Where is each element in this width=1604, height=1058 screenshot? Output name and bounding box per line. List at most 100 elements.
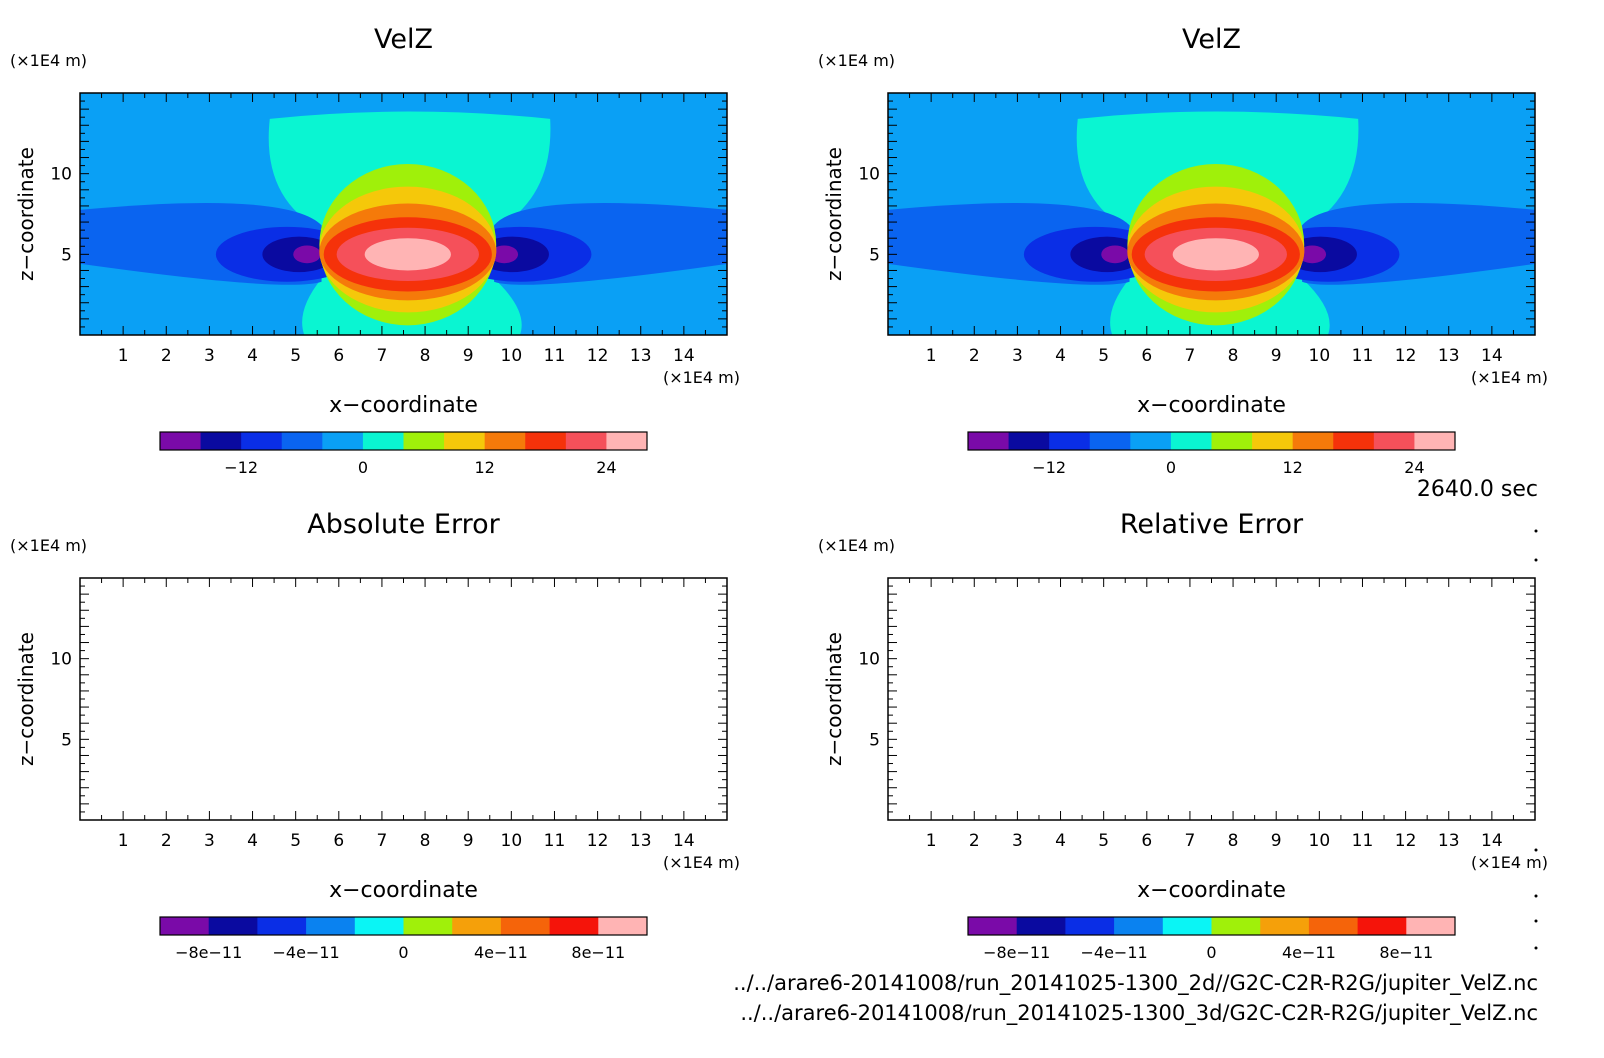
colorbar-swatch bbox=[968, 432, 1010, 450]
chart-title: Absolute Error bbox=[307, 509, 500, 540]
colorbar-swatch bbox=[1016, 917, 1066, 935]
colorbar-swatch bbox=[306, 917, 356, 935]
colorbar: −8e−11 −4e−11 0 4e−11 8e−11 bbox=[967, 916, 1456, 962]
x-tick-label: 10 bbox=[1309, 831, 1331, 851]
colorbar-label: −4e−11 bbox=[272, 943, 339, 962]
x-tick-label: 3 bbox=[1012, 831, 1023, 851]
colorbar-swatch bbox=[549, 917, 599, 935]
plot-area bbox=[80, 578, 727, 820]
x-tick-label: 1 bbox=[926, 831, 937, 851]
x-tick-label: 13 bbox=[1438, 346, 1460, 366]
plot-area bbox=[888, 578, 1535, 820]
colorbar-swatch bbox=[500, 917, 551, 935]
colorbar-swatch bbox=[403, 432, 445, 450]
colorbar-frame bbox=[967, 916, 1456, 936]
x-tick-label: 5 bbox=[1098, 831, 1109, 851]
colorbar-swatch bbox=[1130, 432, 1172, 450]
x-unit-label: (×1E4 m) bbox=[1471, 368, 1548, 387]
colorbar-label: −8e−11 bbox=[175, 943, 242, 962]
colorbar-swatch bbox=[484, 432, 526, 450]
colorbar-swatch bbox=[1170, 432, 1212, 450]
colorbar-swatch bbox=[208, 917, 258, 935]
x-unit-label: (×1E4 m) bbox=[663, 368, 740, 387]
x-tick-label: 14 bbox=[1481, 831, 1503, 851]
x-tick-label: 6 bbox=[333, 346, 344, 366]
x-tick-label: 14 bbox=[1481, 346, 1503, 366]
x-tick-label: 6 bbox=[1141, 831, 1152, 851]
colorbar-label: 0 bbox=[358, 458, 368, 477]
x-tick-label: 11 bbox=[1352, 346, 1374, 366]
time-label: 2640.0 sec bbox=[1417, 477, 1538, 502]
x-tick-label: 9 bbox=[1271, 346, 1282, 366]
x-tick-label: 9 bbox=[463, 831, 474, 851]
x-tick-label: 11 bbox=[544, 346, 566, 366]
colorbar-swatch bbox=[606, 432, 648, 450]
colorbar-swatch bbox=[968, 917, 1018, 935]
colorbar-swatch bbox=[200, 432, 242, 450]
x-tick-label: 10 bbox=[1309, 346, 1331, 366]
x-tick-label: 13 bbox=[630, 831, 652, 851]
colorbar-label: 8e−11 bbox=[571, 943, 625, 962]
margin-dot bbox=[1534, 894, 1538, 898]
x-tick-label: 1 bbox=[118, 831, 129, 851]
colorbar-swatch bbox=[354, 917, 404, 935]
contour-updraft-level-6 bbox=[364, 238, 451, 271]
colorbar-label: −12 bbox=[1032, 458, 1066, 477]
colorbar-swatch bbox=[1089, 432, 1131, 450]
x-tick-label: 2 bbox=[161, 346, 172, 366]
x-tick-label: 9 bbox=[463, 346, 474, 366]
colorbar-label: 24 bbox=[596, 458, 616, 477]
x-tick-label: 10 bbox=[501, 346, 523, 366]
contour-field bbox=[80, 93, 727, 335]
x-tick-label: 6 bbox=[333, 831, 344, 851]
colorbar-swatch bbox=[1357, 917, 1407, 935]
x-tick-label: 7 bbox=[1185, 831, 1196, 851]
colorbar-swatch bbox=[598, 917, 648, 935]
margin-dot bbox=[1534, 529, 1538, 533]
x-tick-label: 5 bbox=[290, 346, 301, 366]
margin-dot bbox=[1534, 848, 1538, 852]
colorbar-swatch bbox=[1292, 432, 1334, 450]
contour-downdraft-left-core bbox=[293, 245, 321, 264]
x-tick-label: 2 bbox=[969, 831, 980, 851]
x-axis-label: x−coordinate bbox=[329, 878, 478, 903]
x-tick-label: 2 bbox=[969, 346, 980, 366]
file-path-2d: ../../arare6-20141008/run_20141025-1300_… bbox=[733, 971, 1538, 996]
colorbar-label: −12 bbox=[224, 458, 258, 477]
colorbar-swatch bbox=[1211, 917, 1261, 935]
y-unit-label: (×1E4 m) bbox=[818, 536, 895, 555]
x-tick-label: 7 bbox=[377, 831, 388, 851]
x-tick-label: 13 bbox=[630, 346, 652, 366]
colorbar-swatch bbox=[322, 432, 364, 450]
colorbar-swatch bbox=[241, 432, 283, 450]
x-tick-label: 3 bbox=[1012, 346, 1023, 366]
x-tick-label: 12 bbox=[1395, 831, 1417, 851]
x-tick-label: 5 bbox=[1098, 346, 1109, 366]
colorbar-swatch bbox=[160, 917, 210, 935]
margin-dot bbox=[1534, 558, 1538, 562]
colorbar: −12 0 12 24 bbox=[159, 431, 648, 477]
colorbar-swatch bbox=[565, 432, 607, 450]
colorbar-swatch bbox=[1211, 432, 1253, 450]
colorbar-swatch bbox=[1260, 917, 1310, 935]
colorbar-swatch bbox=[257, 917, 307, 935]
x-tick-label: 8 bbox=[420, 831, 431, 851]
x-tick-label: 4 bbox=[247, 346, 258, 366]
y-axis-label: z−coordinate bbox=[14, 147, 38, 281]
colorbar-swatch bbox=[160, 432, 202, 450]
x-tick-label: 1 bbox=[926, 346, 937, 366]
margin-dot bbox=[1534, 919, 1538, 923]
colorbar-swatch bbox=[1049, 432, 1091, 450]
x-tick-label: 3 bbox=[204, 346, 215, 366]
x-tick-label: 14 bbox=[673, 831, 695, 851]
colorbar-swatch bbox=[452, 917, 502, 935]
colorbar-label: −8e−11 bbox=[983, 943, 1050, 962]
y-tick-label: 5 bbox=[61, 245, 72, 265]
contour-downdraft-right-core bbox=[1298, 245, 1327, 264]
y-unit-label: (×1E4 m) bbox=[818, 51, 895, 70]
x-tick-label: 8 bbox=[420, 346, 431, 366]
contour-updraft-level-6 bbox=[1172, 238, 1259, 271]
colorbar-swatch bbox=[281, 432, 323, 450]
